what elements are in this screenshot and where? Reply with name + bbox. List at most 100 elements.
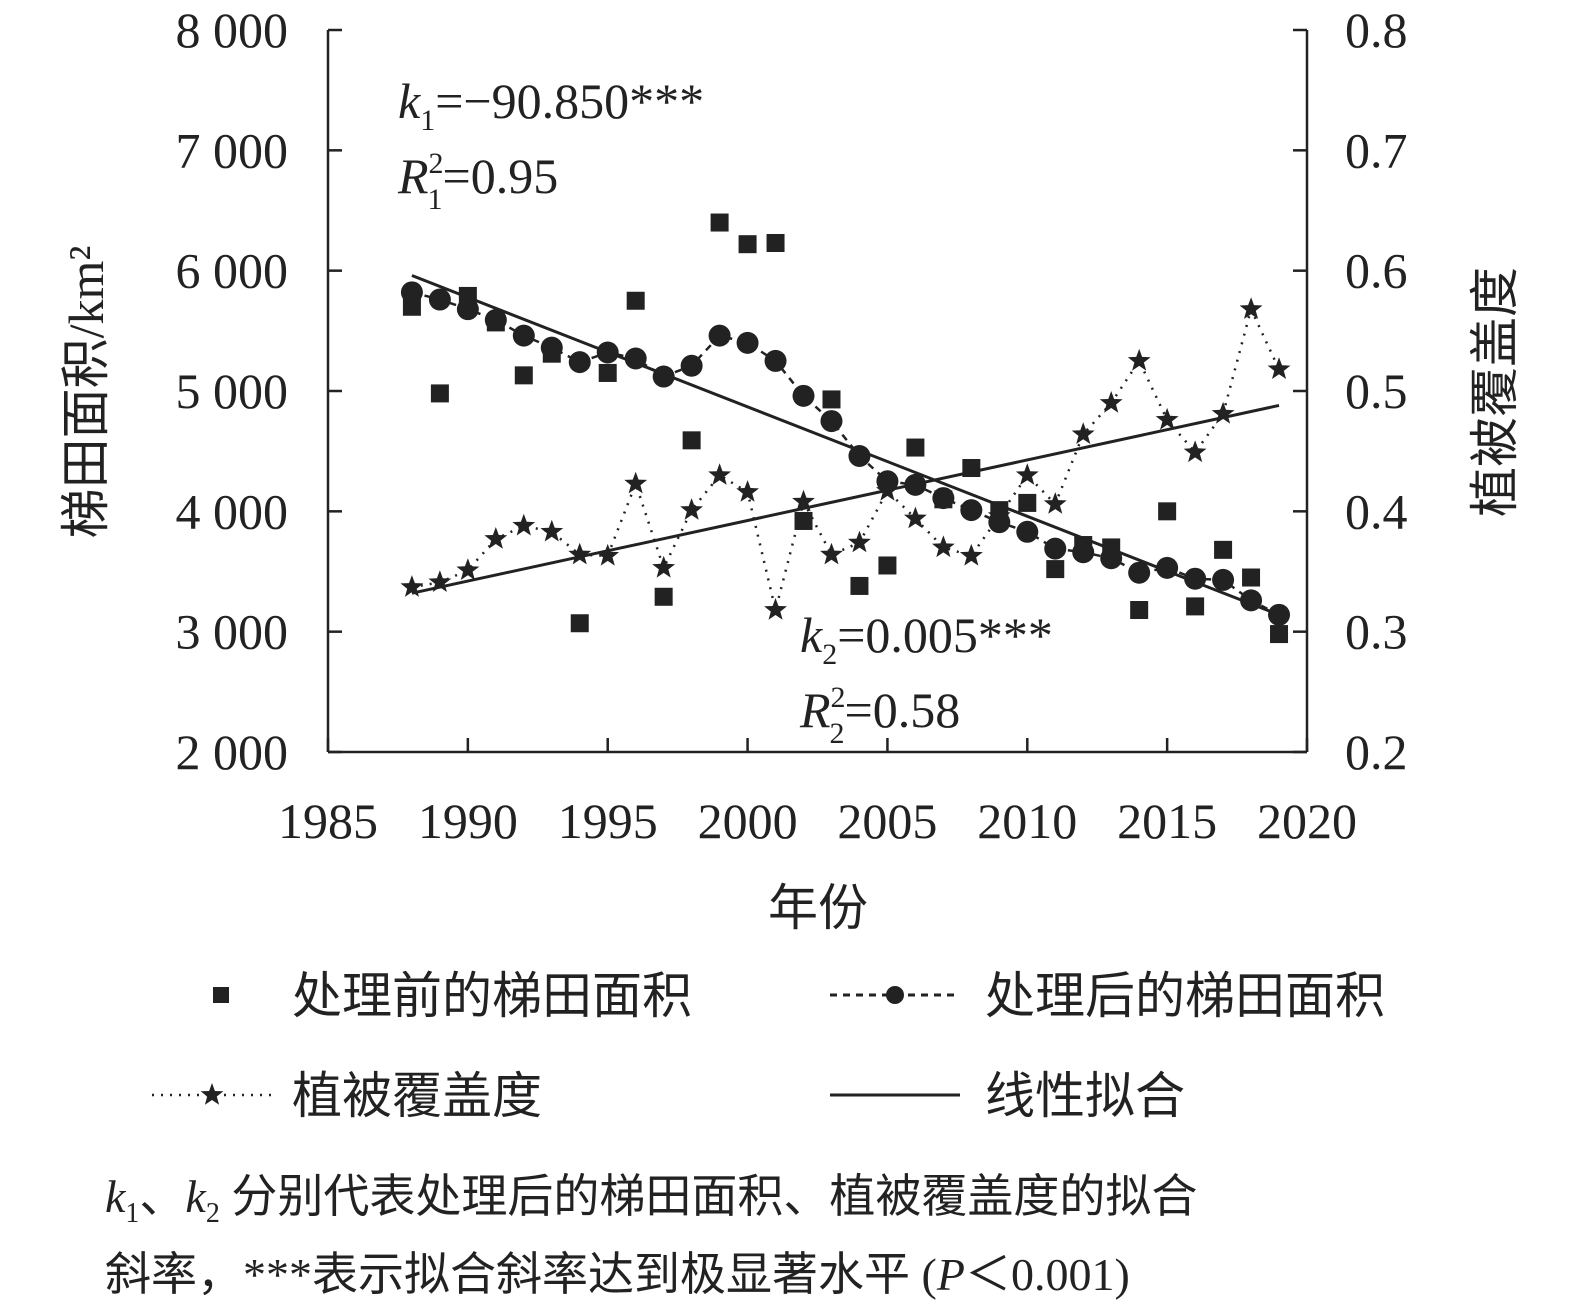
star-point-vegetation <box>987 504 1011 526</box>
circle-point-after <box>428 288 451 311</box>
star-point-vegetation <box>1155 407 1179 430</box>
footnote-line-2: 斜率，***表示拟合斜率达到极显著水平 (P＜0.001) <box>105 1249 1130 1300</box>
legend-circle-marker <box>886 986 904 1004</box>
y-right-tick-label: 0.7 <box>1345 122 1408 178</box>
axes: 1985 1990 1995 2000 2005 2010 2015 2020 2 000 3 0… <box>176 2 1408 849</box>
star-point-vegetation <box>1043 492 1067 514</box>
square-point-before <box>682 431 701 450</box>
y-left-tick-label: 5 000 <box>176 363 289 419</box>
y-left-tick-label: 6 000 <box>176 243 289 299</box>
square-point-before <box>430 384 449 403</box>
y-right-tick-label: 0.3 <box>1345 604 1408 660</box>
circle-point-after <box>680 354 703 377</box>
square-point-before <box>878 556 897 575</box>
circle-point-after <box>596 341 619 364</box>
circle-point-after <box>1100 547 1123 570</box>
square-point-before <box>794 511 813 530</box>
square-point-before <box>710 213 729 232</box>
x-tick-label: 2000 <box>698 793 798 849</box>
legend-square-marker <box>213 987 229 1003</box>
circle-point-after <box>960 499 983 522</box>
star-point-vegetation <box>484 527 508 549</box>
annotation-r1: R2 1=0.95 <box>397 147 558 216</box>
x-tick-label: 2005 <box>837 793 937 849</box>
fit-line-vegetation <box>411 403 1280 595</box>
legend-item-after: 处理后的梯田面积 <box>830 968 1385 1024</box>
square-point-before <box>1270 625 1289 644</box>
square-point-before <box>1214 540 1233 559</box>
star-point-vegetation <box>932 535 955 558</box>
square-point-before <box>906 438 925 457</box>
legend-label-fit: 线性拟合 <box>985 1068 1185 1124</box>
circle-point-after <box>652 365 675 388</box>
star-point-vegetation <box>1267 357 1291 379</box>
star-point-vegetation <box>1183 440 1207 463</box>
circle-point-after <box>568 351 591 374</box>
circle-point-after <box>456 298 479 321</box>
circle-point-after <box>484 309 507 332</box>
annotation-k2: k2=0.005*** <box>800 607 1053 671</box>
square-point-before <box>1046 560 1065 579</box>
star-point-vegetation <box>596 543 620 566</box>
star-point-vegetation <box>820 542 843 565</box>
star-point-vegetation <box>680 498 703 520</box>
circle-point-after <box>1212 568 1235 591</box>
x-tick-label: 1995 <box>558 793 658 849</box>
square-point-before <box>1158 502 1177 521</box>
square-point-before <box>1018 493 1037 512</box>
circle-point-after <box>904 473 927 496</box>
circle-point-after <box>932 487 955 510</box>
square-point-before <box>738 235 757 254</box>
star-point-vegetation <box>624 471 648 494</box>
star-point-vegetation <box>876 478 899 501</box>
y-right-tick-label: 0.8 <box>1345 2 1408 58</box>
y-right-tick-label: 0.4 <box>1345 483 1408 539</box>
x-tick-label: 1990 <box>418 793 518 849</box>
star-point-vegetation <box>1015 463 1039 485</box>
fit-line-area <box>411 274 1280 617</box>
y-left-tick-label: 4 000 <box>176 483 289 539</box>
circle-point-after <box>1016 520 1039 543</box>
circle-point-after <box>792 384 815 407</box>
circle-point-after <box>624 347 647 370</box>
x-tick-label: 2020 <box>1257 793 1357 849</box>
star-point-vegetation <box>904 506 927 529</box>
circle-point-after <box>708 324 731 347</box>
square-point-before <box>570 614 589 633</box>
y-left-tick-label: 7 000 <box>176 122 289 178</box>
star-point-vegetation <box>1099 391 1123 413</box>
legend-item-before: 处理前的梯田面积 <box>213 968 692 1024</box>
x-tick-label: 1985 <box>278 793 378 849</box>
star-point-vegetation <box>428 570 452 592</box>
circle-point-after <box>1072 541 1095 564</box>
square-point-before <box>598 363 617 382</box>
y-right-tick-label: 0.5 <box>1345 363 1408 419</box>
circle-point-after <box>1044 537 1067 560</box>
circle-point-after <box>400 281 423 304</box>
y-left-tick-label: 2 000 <box>176 724 289 780</box>
footnote-line-1: k1、k2 分别代表处理后的梯田面积、植被覆盖度的拟合 <box>105 1171 1197 1229</box>
star-point-vegetation <box>959 543 983 566</box>
y-right-tick-label: 0.2 <box>1345 724 1408 780</box>
square-point-before <box>1242 568 1261 587</box>
circle-point-after <box>1128 561 1151 584</box>
circle-point-after <box>820 410 843 433</box>
y-right-tick-label: 0.6 <box>1345 243 1408 299</box>
legend-label-before: 处理前的梯田面积 <box>292 968 692 1024</box>
x-axis-title: 年份 <box>768 880 868 936</box>
star-point-vegetation <box>848 530 871 553</box>
circle-point-after <box>848 444 871 467</box>
square-point-before <box>850 576 869 595</box>
y-right-axis-title: 植被覆盖度 <box>1467 267 1523 517</box>
legend-item-vegetation: 植被覆盖度 <box>152 1068 542 1124</box>
star-point-vegetation <box>792 489 815 512</box>
legend-star-marker <box>200 1083 224 1105</box>
legend-label-after: 处理后的梯田面积 <box>985 968 1385 1024</box>
star-point-vegetation <box>764 598 787 620</box>
star-point-vegetation <box>1071 422 1095 444</box>
square-point-before <box>1130 601 1149 620</box>
y-left-tick-label: 3 000 <box>176 604 289 660</box>
square-point-before <box>514 366 533 385</box>
square-point-before <box>1186 597 1205 616</box>
